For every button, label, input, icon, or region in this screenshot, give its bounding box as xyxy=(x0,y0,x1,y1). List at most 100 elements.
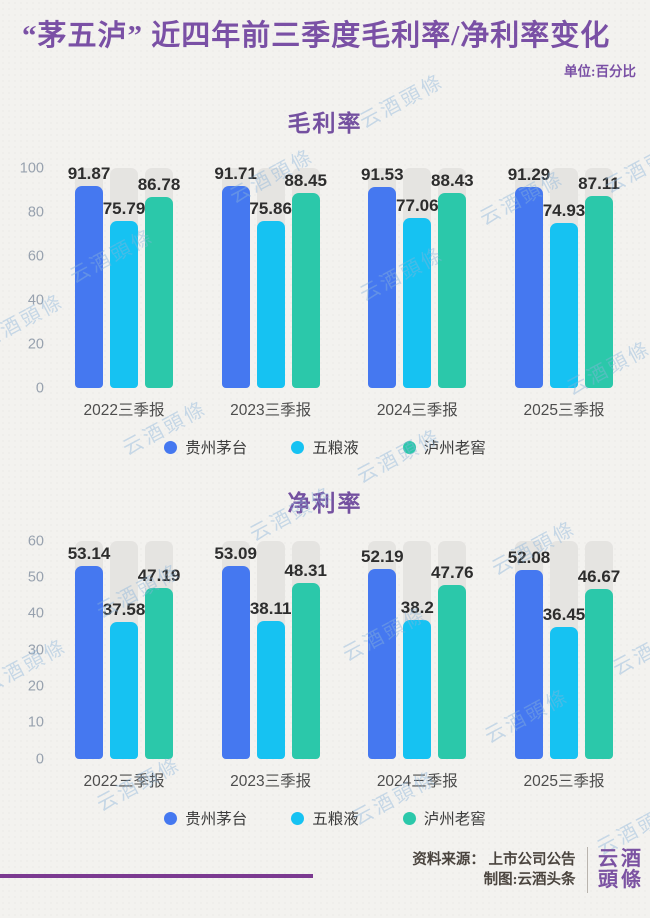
bar-wuliangye xyxy=(549,223,578,388)
bar-wuliangye xyxy=(403,218,432,388)
y-tick-label: 0 xyxy=(35,750,44,767)
category-label: 2025三季报 xyxy=(523,402,605,419)
bar-value-label: 91.53 xyxy=(361,164,404,184)
footer-credits: 资料来源： 上市公司公告 制图:云酒头条 云酒 頭條 xyxy=(412,847,644,893)
legend-item-wuliangye: 五粮液 xyxy=(291,436,359,458)
bar-cluster: 52.19 38.2 47.76 xyxy=(361,541,474,759)
y-tick-label: 40 xyxy=(27,605,44,622)
y-tick-label: 80 xyxy=(27,203,44,220)
bar-wuliangye xyxy=(549,626,578,759)
bar-slot-wuliangye: 38.11 xyxy=(250,541,291,759)
legend: 贵州茅台 五粮液 泸州老窖 xyxy=(0,807,650,829)
legend-label: 贵州茅台 xyxy=(185,811,248,828)
bar-value-label: 37.58 xyxy=(102,600,146,620)
y-tick-label: 40 xyxy=(27,291,44,308)
bar-maotai xyxy=(368,569,397,759)
bar-maotai xyxy=(75,565,103,759)
bar-slot-maotai: 52.08 xyxy=(508,541,550,759)
bar-luzhou-laojiao xyxy=(291,193,320,388)
bar-luzhou-laojiao xyxy=(291,583,320,759)
bar-maotai xyxy=(514,187,543,388)
bar-slot-luzhou-laojiao: 88.45 xyxy=(284,168,327,388)
legend-dot xyxy=(291,440,305,454)
bar-slot-luzhou-laojiao: 48.31 xyxy=(284,541,327,759)
plot-area: 91.87 75.79 86.78 2022三季报 91.71 75.86 88.45 202… xyxy=(48,163,650,420)
page-title: “茅五泸” 近四年前三季度毛利率/净利率变化 xyxy=(22,20,611,52)
bar-value-label: 75.79 xyxy=(102,199,146,219)
legend: 贵州茅台 五粮液 泸州老窖 xyxy=(0,436,650,458)
legend-label: 泸州老窖 xyxy=(423,440,486,457)
bar-slot-wuliangye: 74.93 xyxy=(543,168,585,388)
bar-slot-maotai: 91.29 xyxy=(508,166,550,388)
bar-value-label: 75.86 xyxy=(249,199,292,219)
bar-cluster: 52.08 36.45 46.67 xyxy=(508,541,620,759)
bar-value-label: 38.2 xyxy=(400,598,434,618)
bar-slot-wuliangye: 75.86 xyxy=(249,168,292,388)
brand-logo: 云酒 頭條 xyxy=(598,849,644,891)
bar-group: 53.14 37.58 47.19 2022三季报 xyxy=(68,541,180,791)
bar-luzhou-laojiao xyxy=(438,585,467,759)
bar-value-label: 88.45 xyxy=(284,171,327,191)
legend-item-luzhou-laojiao: 泸州老窖 xyxy=(402,436,486,458)
bar-slot-wuliangye: 77.06 xyxy=(396,168,439,388)
y-tick-label: 60 xyxy=(27,247,44,264)
bar-maotai xyxy=(368,186,397,388)
legend-item-maotai: 贵州茅台 xyxy=(164,807,247,829)
bar-wuliangye xyxy=(110,221,138,388)
bar-maotai xyxy=(221,566,250,759)
y-tick-label: 10 xyxy=(27,714,44,731)
gross-margin-plot: 0 20 40 60 80 100 91.87 75.79 86.78 2022三季报 91.71… xyxy=(0,161,650,420)
bar-maotai xyxy=(514,569,543,759)
bar-slot-wuliangye: 75.79 xyxy=(103,168,145,388)
bar-group: 91.71 75.86 88.45 2023三季报 xyxy=(214,165,327,420)
brand-logo-line1: 云酒 xyxy=(598,848,644,870)
gross-margin-chart: 毛利率 0 20 40 60 80 100 91.87 75.79 86.78 2022三季报 9… xyxy=(0,104,650,458)
net-margin-chart: 净利率 0 10 20 30 40 50 60 53.14 37.58 47.19 2022三季报… xyxy=(0,484,650,829)
y-tick-label: 100 xyxy=(19,159,44,176)
legend-item-luzhou-laojiao: 泸州老窖 xyxy=(402,807,486,829)
bar-luzhou-laojiao xyxy=(145,197,173,388)
bar-value-label: 91.29 xyxy=(507,165,551,185)
bar-value-label: 91.87 xyxy=(67,163,111,183)
bar-slot-luzhou-laojiao: 47.19 xyxy=(138,541,180,759)
legend-item-wuliangye: 五粮液 xyxy=(291,807,359,829)
plot-area: 53.14 37.58 47.19 2022三季报 53.09 38.11 48.31 202… xyxy=(48,541,650,791)
bar-maotai xyxy=(221,186,250,388)
bar-slot-luzhou-laojiao: 46.67 xyxy=(578,541,620,759)
legend-dot xyxy=(291,811,305,825)
y-tick-label: 20 xyxy=(27,678,44,695)
y-axis: 0 10 20 30 40 50 60 xyxy=(0,534,48,766)
bar-group: 91.53 77.06 88.43 2024三季报 xyxy=(361,166,474,420)
category-label: 2022三季报 xyxy=(83,773,165,790)
bar-cluster: 91.71 75.86 88.45 xyxy=(214,165,327,388)
bar-slot-luzhou-laojiao: 47.76 xyxy=(431,541,474,759)
bar-value-label: 48.31 xyxy=(284,561,327,581)
bar-wuliangye xyxy=(110,622,138,759)
y-tick-label: 0 xyxy=(35,379,44,396)
bar-wuliangye xyxy=(256,221,285,388)
legend-dot xyxy=(402,440,416,454)
legend-label: 五粮液 xyxy=(312,440,359,457)
legend-item-maotai: 贵州茅台 xyxy=(164,436,247,458)
bar-group: 91.29 74.93 87.11 2025三季报 xyxy=(508,166,620,420)
bar-value-label: 46.67 xyxy=(577,567,621,587)
bar-value-label: 47.76 xyxy=(431,563,474,583)
bar-value-label: 77.06 xyxy=(396,196,439,216)
bar-value-label: 53.09 xyxy=(214,544,257,564)
brand-logo-line2: 頭條 xyxy=(598,869,644,891)
logo-divider xyxy=(586,847,588,893)
bar-value-label: 91.71 xyxy=(214,164,257,184)
bar-value-label: 86.78 xyxy=(137,175,181,195)
legend-dot xyxy=(164,440,178,454)
bar-maotai xyxy=(75,185,103,388)
unit-label: 单位:百分比 xyxy=(564,64,636,79)
bar-value-label: 88.43 xyxy=(431,171,474,191)
legend-dot xyxy=(164,811,178,825)
bar-luzhou-laojiao xyxy=(584,196,613,388)
y-tick-label: 20 xyxy=(27,335,44,352)
bar-value-label: 38.11 xyxy=(249,598,292,618)
bar-luzhou-laojiao xyxy=(584,589,613,759)
credit-label: 制图:云酒头条 xyxy=(483,872,576,888)
legend-label: 贵州茅台 xyxy=(185,440,248,457)
